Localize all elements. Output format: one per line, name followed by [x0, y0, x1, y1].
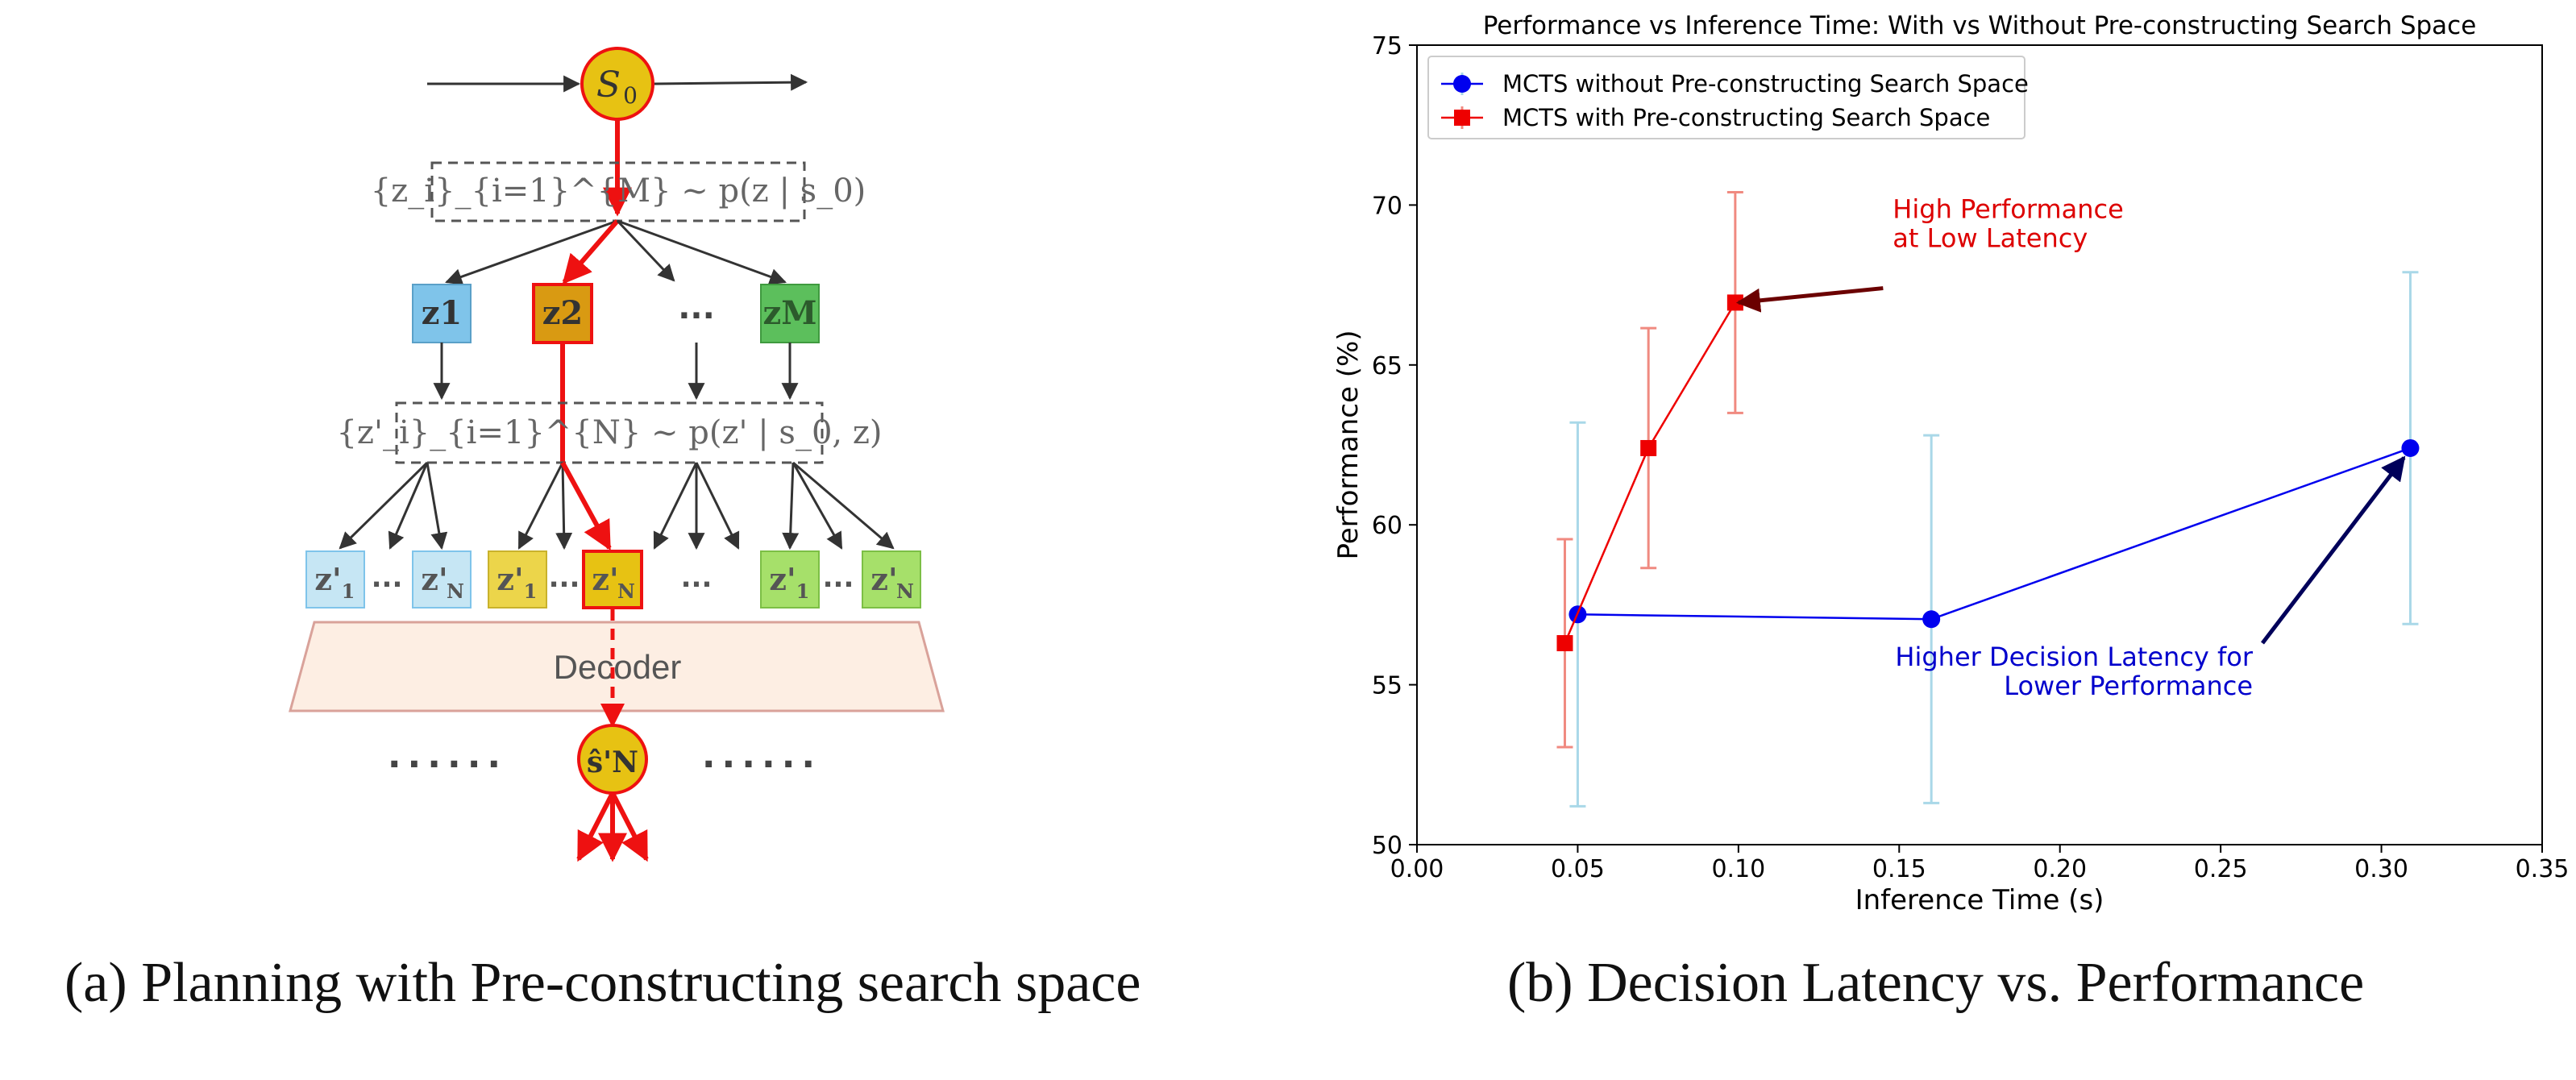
- annotation-text: at Low Latency: [1893, 222, 2088, 253]
- fan-edge: [426, 462, 448, 550]
- x-tick-label: 0.10: [1711, 855, 1765, 883]
- x-tick-label: 0.25: [2194, 855, 2248, 883]
- fan-edge: [782, 462, 800, 550]
- data-point: [2401, 438, 2420, 457]
- legend-label: MCTS without Pre-constructing Search Spa…: [1502, 70, 2029, 98]
- x-tick-label: 0.35: [2516, 855, 2570, 883]
- node-zNprime-sub: N: [896, 579, 914, 603]
- y-tick-label: 60: [1372, 512, 1402, 540]
- root-node-sub: 0: [623, 82, 638, 109]
- annotation-text: High Performance: [1893, 193, 2124, 224]
- fan-edge: [792, 461, 895, 550]
- chart-title: Performance vs Inference Time: With vs W…: [1483, 11, 2477, 40]
- fan-edge: [695, 462, 740, 550]
- annotation-arrow: [1735, 286, 1884, 313]
- annotation-arrow: [2261, 455, 2406, 645]
- sampling-top-text: {z_i}_{i=1}^{M} ~ p(z | s_0): [371, 172, 866, 210]
- x-tick-label: 0.30: [2354, 855, 2408, 883]
- node-z1prime-sub: 1: [796, 579, 810, 603]
- plot-frame: [1416, 44, 2543, 845]
- node-z1prime-label: z': [314, 561, 341, 597]
- legend-marker: [1453, 75, 1471, 93]
- output-node-label: ŝ'N: [587, 746, 638, 779]
- x-tick-label: 0.15: [1872, 855, 1926, 883]
- node-z1prime-label: z': [497, 561, 523, 597]
- root-out-arrow: [654, 73, 808, 91]
- x-axis-label: Inference Time (s): [1855, 884, 2104, 916]
- legend-label: MCTS with Pre-constructing Search Space: [1502, 104, 1990, 131]
- level1-ellipsis: ...: [678, 289, 715, 326]
- x-tick-label: 0.20: [2033, 855, 2087, 883]
- side-dots-right: ......: [702, 735, 821, 776]
- data-point: [1640, 439, 1657, 456]
- side-dots-left: ......: [388, 735, 507, 776]
- data-point: [1922, 610, 1941, 629]
- caption-a: (a) Planning with Pre-constructing searc…: [64, 952, 1141, 1014]
- y-axis-label: Performance (%): [1332, 330, 1365, 559]
- node-z1prime-sub: 1: [342, 579, 355, 603]
- node-z1-label: z1: [422, 294, 463, 332]
- output-fork-right: [610, 791, 649, 862]
- performance-chart: Performance vs Inference Time: With vs W…: [1332, 11, 2569, 916]
- level2-ellipsis: ...: [549, 562, 580, 594]
- y-tick-label: 50: [1372, 832, 1402, 860]
- node-z1prime-sub: 1: [524, 579, 538, 603]
- fan-edge: [517, 462, 564, 550]
- node-zNprime-label: z': [592, 561, 618, 597]
- y-tick-label: 65: [1372, 352, 1402, 380]
- x-tick-label: 0.05: [1551, 855, 1605, 883]
- fan-edge: [555, 462, 573, 550]
- node-zNprime: [412, 550, 472, 609]
- node-z1prime-label: z': [769, 561, 796, 597]
- y-tick-label: 75: [1372, 32, 1402, 60]
- node-zNprime: [862, 550, 921, 609]
- decoder-block: [289, 621, 945, 712]
- node-zM: [760, 284, 820, 343]
- output-fork-left: [576, 791, 615, 862]
- node-z1: [412, 284, 472, 343]
- level2-ellipsis: ...: [681, 562, 713, 594]
- root-node-label: S: [596, 64, 621, 106]
- node-z1prime: [760, 550, 820, 609]
- level2-nodes: z' 1 ... z' N z' 1 ... z' N ... z' 1 ...…: [305, 550, 921, 609]
- annotation-text: Higher Decision Latency for: [1895, 642, 2253, 672]
- series-line: [1577, 447, 2411, 621]
- node-zNprime-selected: [582, 550, 643, 609]
- node-zM-label: zM: [763, 294, 817, 332]
- x-tick-label: 0.00: [1390, 855, 1444, 883]
- planning-diagram: S 0 {z_i}_{i=1}^{M} ~ p(z | s_0) z1 z2 .…: [289, 47, 945, 862]
- legend-box: [1427, 56, 2025, 139]
- legend-marker: [1454, 110, 1470, 126]
- annotation-text: Lower Performance: [2004, 671, 2253, 701]
- root-node: [580, 47, 654, 121]
- fan-edge: [388, 462, 429, 550]
- fan-edge-highlight: [560, 461, 612, 551]
- node-z1prime: [305, 550, 365, 609]
- fan-edge: [653, 462, 698, 550]
- y-tick-label: 55: [1372, 672, 1402, 700]
- caption-b: (b) Decision Latency vs. Performance: [1507, 952, 2365, 1014]
- node-zNprime-sub: N: [617, 579, 635, 603]
- edge-to-z1: [445, 219, 618, 285]
- node-z2-label: z2: [542, 294, 584, 332]
- node-z1prime: [488, 550, 547, 609]
- fan-edge: [339, 461, 429, 550]
- edge-to-z2: [562, 219, 620, 285]
- level2-ellipsis: ...: [823, 562, 854, 594]
- decoder-label: Decoder: [554, 648, 682, 686]
- sampling-mid-text: {z'_i}_{i=1}^{N} ~ p(z' | s_0, z): [336, 414, 882, 451]
- node-zNprime-label: z': [421, 561, 447, 597]
- series-line: [1564, 301, 1736, 644]
- y-tick-label: 70: [1372, 192, 1402, 220]
- level2-ellipsis: ...: [372, 562, 403, 594]
- data-point: [1556, 635, 1573, 652]
- edge-to-ellipsis: [616, 219, 675, 282]
- node-zNprime-label: z': [870, 561, 897, 597]
- sampling-mid-box: [395, 401, 824, 464]
- edge-to-zM: [617, 219, 787, 285]
- node-zNprime-sub: N: [447, 579, 464, 603]
- fan-edge: [791, 462, 843, 550]
